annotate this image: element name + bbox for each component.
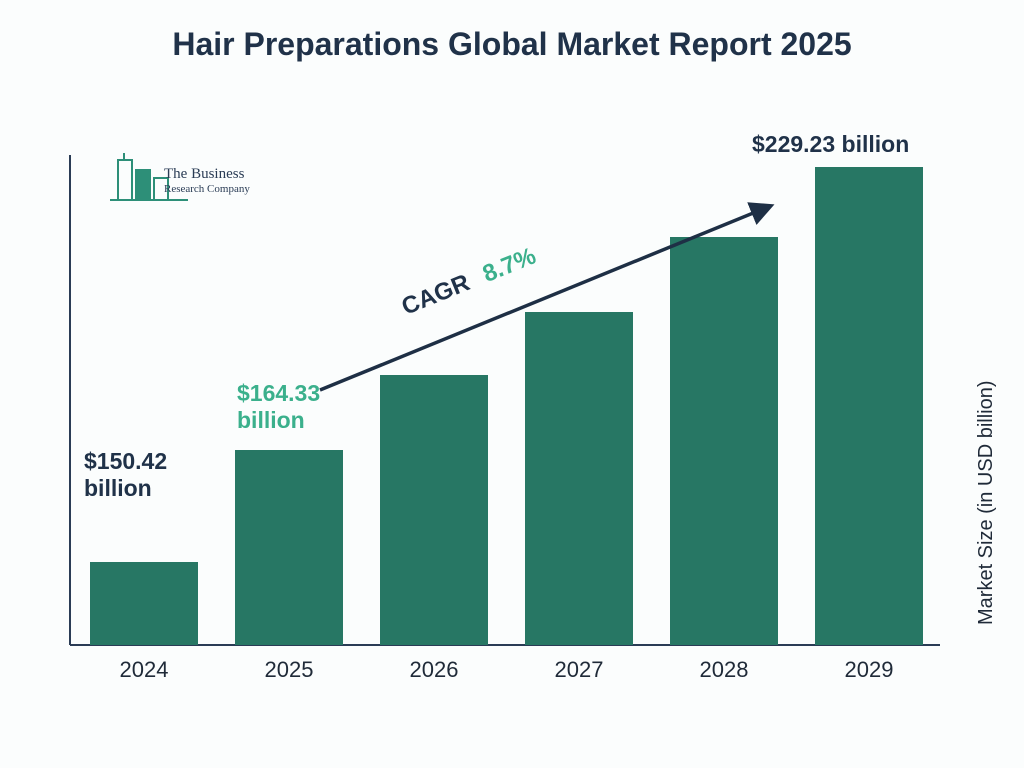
- x-tick-2025: 2025: [235, 657, 343, 683]
- trend-arrow-line: [320, 207, 768, 390]
- x-tick-2028: 2028: [670, 657, 778, 683]
- value-label-2024: $150.42billion: [84, 448, 167, 502]
- value-label-2025: $164.33billion: [237, 380, 320, 434]
- trend-arrow-icon: [0, 0, 1024, 768]
- x-tick-2029: 2029: [815, 657, 923, 683]
- x-tick-2024: 2024: [90, 657, 198, 683]
- x-tick-2026: 2026: [380, 657, 488, 683]
- x-tick-2027: 2027: [525, 657, 633, 683]
- value-label-2029: $229.23 billion: [752, 131, 909, 158]
- chart-container: Hair Preparations Global Market Report 2…: [0, 0, 1024, 768]
